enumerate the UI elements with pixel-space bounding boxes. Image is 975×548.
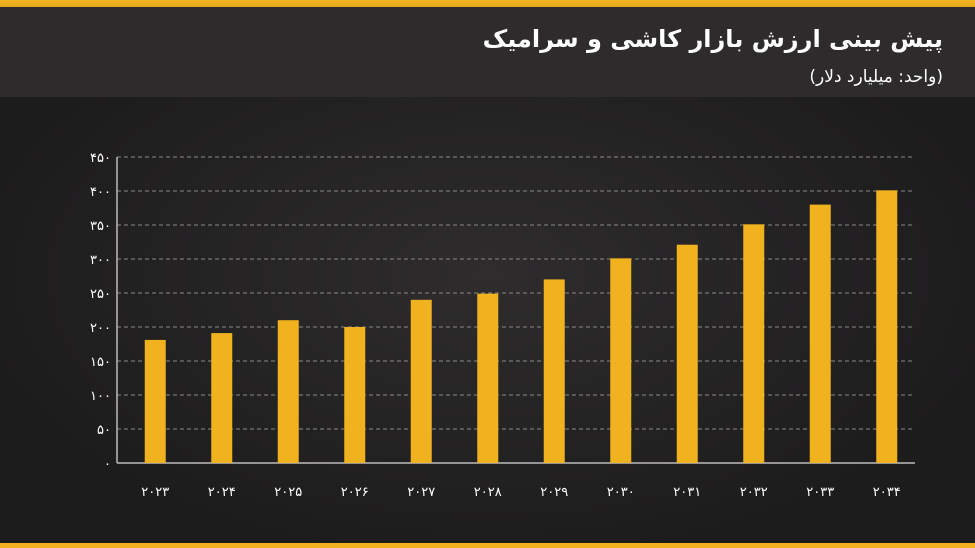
chart-title: پیش بینی ارزش بازار کاشی و سرامیک [482,25,943,53]
y-tick-label: ۵۰ [97,423,111,438]
x-tick-label: ۲۰۳۲ [740,485,768,500]
top-accent-bar [0,0,975,7]
bar-2 [277,320,299,463]
bar-11 [876,190,898,463]
chart-subtitle: (واحد: میلیارد دلار) [809,67,943,87]
y-tick-label: ۳۵۰ [90,219,111,234]
y-tick-label: ۲۵۰ [90,287,111,302]
x-tick-label: ۲۰۲۶ [341,485,369,500]
x-tick-label: ۲۰۲۵ [274,485,302,500]
bar-7 [610,258,632,463]
bar-8 [676,244,698,463]
y-tick-label: ۴۰۰ [90,185,111,200]
y-tick-label: ۰ [104,457,111,472]
x-tick-label: ۲۰۲۴ [208,485,236,500]
bottom-accent-bar [0,543,975,548]
y-tick-label: ۴۵۰ [90,151,111,166]
bar-3 [344,327,366,463]
y-tick-label: ۱۵۰ [90,355,111,370]
bar-9 [743,224,765,463]
x-tick-label: ۲۰۳۴ [873,485,901,500]
bar-4 [410,299,432,463]
y-tick-label: ۳۰۰ [90,253,111,268]
x-tick-label: ۲۰۳۱ [673,485,701,500]
bar-6 [543,279,565,463]
x-tick-label: ۲۰۲۹ [540,485,568,500]
x-tick-label: ۲۰۲۸ [474,485,502,500]
bar-1 [211,333,233,463]
x-tick-label: ۲۰۲۷ [407,485,435,500]
bar-10 [809,204,831,463]
y-tick-label: ۲۰۰ [90,321,111,336]
x-tick-label: ۲۰۳۰ [607,485,635,500]
x-tick-label: ۲۰۲۳ [141,485,169,500]
bar-0 [144,339,166,463]
y-tick-label: ۱۰۰ [90,389,111,404]
chart-header: پیش بینی ارزش بازار کاشی و سرامیک (واحد:… [0,7,975,97]
x-tick-label: ۲۰۳۳ [806,485,834,500]
bar-5 [477,293,499,463]
